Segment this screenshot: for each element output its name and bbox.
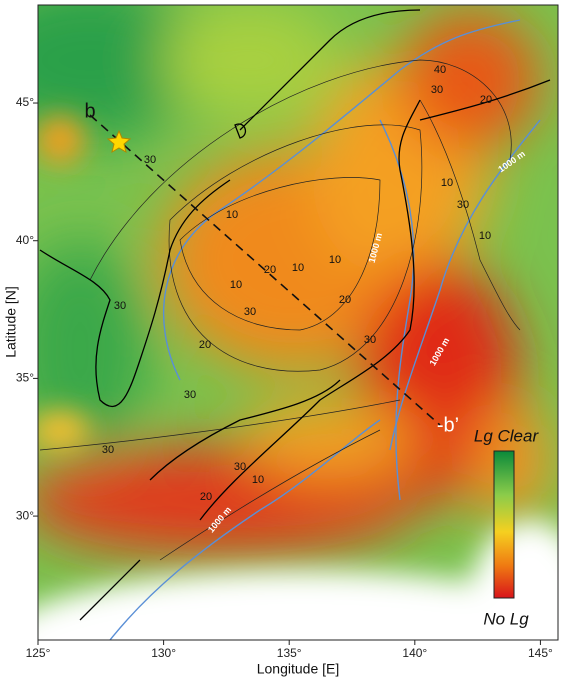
contour-label: 20 xyxy=(200,491,212,503)
x-tick-label: 140° xyxy=(402,646,427,660)
contour-label: 40 xyxy=(434,64,446,76)
contour-label: 10 xyxy=(441,177,453,189)
x-tick-label: 130° xyxy=(151,646,176,660)
contour-label: 20 xyxy=(264,264,276,276)
y-tick-label: 35° xyxy=(16,371,34,385)
contour-label: 30 xyxy=(457,199,469,211)
contour-label: 30 xyxy=(102,444,114,456)
x-axis-label: Longitude [E] xyxy=(257,661,340,677)
coastline xyxy=(39,9,551,621)
station-star xyxy=(106,129,132,154)
colorbar-top-label: Lg Clear xyxy=(474,426,540,445)
profile-line xyxy=(89,114,441,426)
contours xyxy=(39,59,521,561)
x-tick-label: 125° xyxy=(26,646,51,660)
profile-start-label: b xyxy=(84,100,95,122)
contour-label: 30 xyxy=(184,389,196,401)
contour-label: 30 xyxy=(234,461,246,473)
contour-label: 10 xyxy=(230,279,242,291)
y-tick-label: 40° xyxy=(16,233,34,247)
contour-label: 10 xyxy=(226,209,238,221)
colorbar-bottom-label: No Lg xyxy=(483,609,529,628)
x-tick-label: 135° xyxy=(277,646,302,660)
x-tick-label: 145° xyxy=(528,646,553,660)
contour-label: 20 xyxy=(339,294,351,306)
contour-label: 10 xyxy=(292,262,304,274)
contour-label: 30 xyxy=(244,306,256,318)
contour-label: 20 xyxy=(480,94,492,106)
y-tick-label: 45° xyxy=(16,95,34,109)
profile-end-label: -b’ xyxy=(437,414,459,436)
y-tick-label: 30° xyxy=(16,508,34,522)
contour-label: 30 xyxy=(364,334,376,346)
contour-label: 20 xyxy=(199,339,211,351)
map-frame xyxy=(37,4,559,641)
contour-label: 30 xyxy=(114,300,126,312)
contour-label: 10 xyxy=(252,474,264,486)
contour-label: 10 xyxy=(479,230,491,242)
colorbar xyxy=(493,450,515,599)
y-axis-label: Latitude [N] xyxy=(3,286,19,358)
contour-label: 30 xyxy=(144,154,156,166)
bathymetry-1000m xyxy=(109,19,541,640)
contour-label: 30 xyxy=(431,84,443,96)
contour-label: 10 xyxy=(329,254,341,266)
